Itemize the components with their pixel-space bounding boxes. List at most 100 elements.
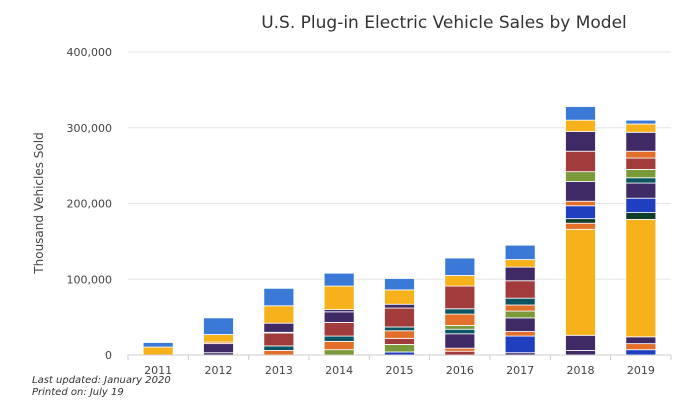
bar-segment bbox=[384, 307, 415, 328]
x-tick-label: 2016 bbox=[446, 364, 474, 377]
bar-segment bbox=[444, 325, 476, 330]
bar-segment bbox=[323, 322, 355, 337]
bar-stack-2017 bbox=[504, 244, 536, 356]
bar-segment bbox=[384, 337, 415, 345]
bar-segment bbox=[263, 305, 295, 324]
bar-segment bbox=[444, 313, 476, 326]
bar-segment bbox=[323, 335, 355, 342]
bar-segment bbox=[504, 280, 536, 299]
bar-segment bbox=[444, 347, 476, 352]
y-axis-title: Thousand Vehicles Sold bbox=[32, 132, 46, 274]
bar-segment bbox=[203, 334, 234, 343]
bar-segment bbox=[625, 182, 657, 199]
bar-segment bbox=[625, 157, 657, 170]
bar-segment bbox=[384, 330, 415, 339]
bar-segment bbox=[565, 106, 596, 121]
bar-segment bbox=[444, 285, 476, 310]
printed-on-note: Printed on: July 19 bbox=[32, 387, 124, 398]
bar-segment bbox=[625, 336, 657, 345]
bar-stack-2013 bbox=[263, 287, 295, 356]
bar-segment bbox=[384, 343, 415, 353]
bar-stack-2016 bbox=[444, 257, 476, 356]
bar-segment bbox=[263, 350, 295, 356]
bar-segment bbox=[504, 259, 536, 268]
bar-segment bbox=[625, 219, 657, 338]
y-tick-label: 0 bbox=[105, 349, 112, 362]
bar-segment bbox=[565, 228, 596, 336]
y-tick-label: 300,000 bbox=[67, 122, 113, 135]
x-tick-label: 2014 bbox=[325, 364, 353, 377]
bar-segment bbox=[565, 222, 596, 230]
bar-stack-2012 bbox=[203, 317, 234, 356]
bar-segment bbox=[625, 123, 657, 133]
bar-segment bbox=[384, 278, 415, 291]
bar-segment bbox=[625, 177, 657, 184]
bar-segment bbox=[323, 285, 355, 310]
bar-segment bbox=[504, 297, 536, 306]
bar-segment bbox=[384, 303, 415, 309]
x-tick-label: 2019 bbox=[627, 364, 655, 377]
bar-segment bbox=[323, 311, 355, 323]
x-tick-label: 2018 bbox=[567, 364, 595, 377]
bar-segment bbox=[565, 218, 596, 224]
bar-segment bbox=[625, 197, 657, 213]
bar-segment bbox=[444, 275, 476, 287]
bar-segment bbox=[504, 310, 536, 319]
bar-segment bbox=[625, 131, 657, 152]
bar-segment bbox=[142, 346, 174, 356]
bar-segment bbox=[444, 350, 476, 356]
bar-segment bbox=[384, 289, 415, 305]
y-tick-label: 200,000 bbox=[67, 198, 113, 211]
bar-segment bbox=[625, 212, 657, 220]
bar-stack-2014 bbox=[323, 272, 355, 356]
bar-stack-2015 bbox=[384, 278, 415, 356]
bar-segment bbox=[444, 328, 476, 335]
bar-segment bbox=[263, 332, 295, 347]
bar-segment bbox=[323, 349, 355, 356]
bar-segment bbox=[625, 349, 657, 356]
y-tick-label: 100,000 bbox=[67, 273, 113, 286]
bar-segment bbox=[565, 334, 596, 351]
bar-segment bbox=[565, 200, 596, 207]
bar-segment bbox=[263, 287, 295, 307]
bar-segment bbox=[263, 322, 295, 333]
bar-segment bbox=[565, 181, 596, 202]
y-axis-ticks: 0 100,000 200,000 300,000 400,000 bbox=[67, 46, 113, 362]
bar-segment bbox=[203, 317, 234, 335]
x-tick-label: 2013 bbox=[265, 364, 293, 377]
bar-segment bbox=[203, 343, 234, 354]
bar-segment bbox=[565, 205, 596, 220]
x-tick-label: 2017 bbox=[506, 364, 534, 377]
bar-segment bbox=[565, 150, 596, 173]
bar-segment bbox=[444, 308, 476, 315]
bar-segment bbox=[625, 343, 657, 351]
x-tick-label: 2011 bbox=[144, 364, 172, 377]
bar-segment bbox=[504, 317, 536, 332]
bar-segment bbox=[565, 350, 596, 356]
bars bbox=[142, 106, 657, 356]
bar-segment bbox=[444, 257, 476, 276]
bar-segment bbox=[625, 169, 657, 179]
bar-stack-2011 bbox=[142, 342, 174, 356]
bar-segment bbox=[142, 342, 174, 348]
bar-segment bbox=[323, 340, 355, 351]
bar-segment bbox=[384, 326, 415, 332]
y-tick-label: 400,000 bbox=[67, 46, 113, 59]
bar-segment bbox=[504, 244, 536, 260]
bar-stack-2018 bbox=[565, 106, 596, 356]
x-axis-ticks: 2011 2012 2013 2014 2015 2016 2017 2018 2019 bbox=[127, 355, 672, 377]
chart-title: U.S. Plug-in Electric Vehicle Sales by M… bbox=[261, 13, 627, 33]
bar-segment bbox=[504, 304, 536, 312]
x-tick-label: 2015 bbox=[386, 364, 414, 377]
bar-segment bbox=[625, 119, 657, 125]
last-updated-note: Last updated: January 2020 bbox=[32, 375, 171, 386]
bar-segment bbox=[504, 266, 536, 282]
bar-segment bbox=[323, 272, 355, 287]
bar-stack-2019 bbox=[625, 119, 657, 356]
bar-segment bbox=[565, 131, 596, 152]
x-tick-label: 2012 bbox=[205, 364, 233, 377]
bar-segment bbox=[625, 150, 657, 159]
bar-segment bbox=[565, 171, 596, 182]
